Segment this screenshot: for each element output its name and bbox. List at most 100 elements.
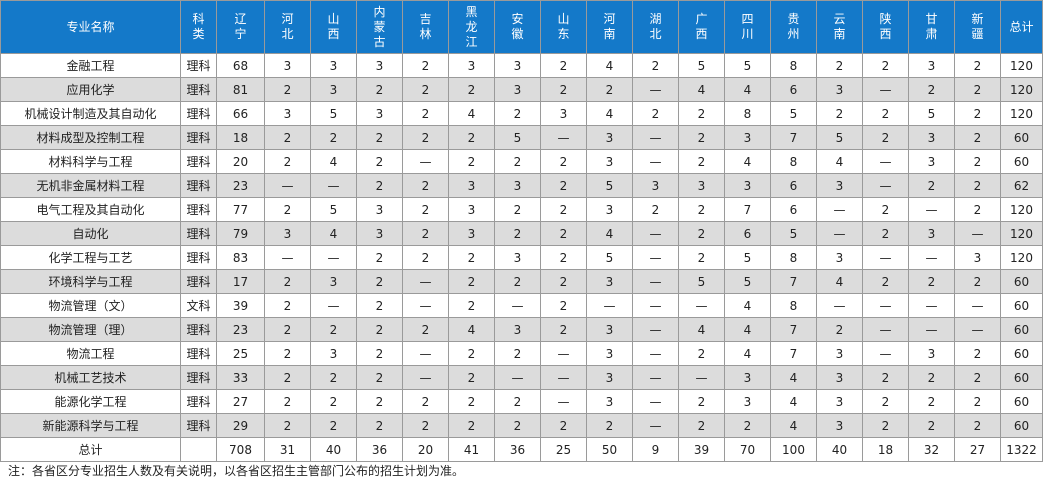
quota-cell: 2 [264, 341, 311, 366]
quota-cell: 2 [494, 197, 541, 222]
quota-cell: 3 [494, 317, 541, 342]
totals-type [180, 437, 217, 462]
header-province-2: 山西 [310, 0, 357, 54]
quota-cell: 3 [586, 365, 633, 390]
row-total: 60 [1000, 413, 1043, 438]
totals-cell: 27 [954, 437, 1001, 462]
quota-cell: 2 [862, 53, 909, 78]
header-province-0: 辽宁 [216, 0, 265, 54]
quota-cell: 2 [540, 413, 587, 438]
subject-type: 理科 [180, 245, 217, 270]
quota-cell: — [494, 365, 541, 390]
quota-cell: 2 [816, 101, 863, 126]
quota-cell: 3 [724, 389, 771, 414]
major-name: 机械设计制造及其自动化 [0, 101, 181, 126]
quota-cell: 3 [494, 77, 541, 102]
quota-cell: 3 [586, 389, 633, 414]
quota-cell: 4 [586, 221, 633, 246]
quota-cell: — [862, 149, 909, 174]
header-province-12-label: 贵州 [787, 12, 800, 41]
quota-cell: 81 [216, 77, 265, 102]
quota-cell: 2 [264, 77, 311, 102]
quota-cell: 4 [724, 293, 771, 318]
quota-cell: 17 [216, 269, 265, 294]
quota-cell: 2 [724, 413, 771, 438]
table-row: 金融工程 理科 68 3 3 3 2 3 3 2 4 2 5 5 8 2 2 3 2 120 [0, 53, 1043, 78]
quota-cell: 2 [908, 77, 955, 102]
quota-cell: 2 [954, 53, 1001, 78]
quota-cell: 3 [678, 173, 725, 198]
row-total: 60 [1000, 125, 1043, 150]
quota-cell: 29 [216, 413, 265, 438]
quota-cell: 2 [494, 341, 541, 366]
quota-cell: 6 [770, 77, 817, 102]
subject-type: 理科 [180, 365, 217, 390]
quota-cell: 2 [540, 269, 587, 294]
quota-cell: 2 [356, 149, 403, 174]
quota-cell: 3 [586, 341, 633, 366]
quota-cell: 2 [816, 317, 863, 342]
quota-cell: 3 [908, 125, 955, 150]
quota-cell: 2 [678, 245, 725, 270]
header-province-4: 吉林 [402, 0, 449, 54]
quota-cell: 2 [310, 365, 357, 390]
quota-cell: 2 [356, 269, 403, 294]
major-name: 能源化学工程 [0, 389, 181, 414]
quota-cell: 77 [216, 197, 265, 222]
quota-cell: 2 [954, 413, 1001, 438]
quota-cell: 2 [954, 149, 1001, 174]
quota-cell: — [908, 197, 955, 222]
quota-cell: 3 [816, 77, 863, 102]
quota-cell: 3 [724, 365, 771, 390]
row-total: 60 [1000, 341, 1043, 366]
quota-cell: 2 [540, 293, 587, 318]
header-province-15: 甘肃 [908, 0, 955, 54]
quota-cell: 2 [954, 365, 1001, 390]
subject-type: 理科 [180, 125, 217, 150]
table-row: 新能源科学与工程 理科 29 2 2 2 2 2 2 2 2—2 2 4 3 2 2 2 60 [0, 413, 1043, 438]
quota-cell: — [402, 293, 449, 318]
totals-cell: 25 [540, 437, 587, 462]
quota-cell: 3 [586, 149, 633, 174]
quota-cell: 2 [310, 317, 357, 342]
quota-cell: 7 [770, 341, 817, 366]
quota-cell: 5 [310, 197, 357, 222]
quota-cell: 4 [724, 341, 771, 366]
major-name: 自动化 [0, 221, 181, 246]
header-province-13: 云南 [816, 0, 863, 54]
quota-cell: 4 [310, 149, 357, 174]
header-province-3-label: 内蒙古 [373, 4, 386, 49]
quota-cell: 3 [356, 197, 403, 222]
quota-cell: 2 [494, 269, 541, 294]
quota-cell: 5 [310, 101, 357, 126]
quota-cell: 2 [264, 149, 311, 174]
quota-cell: 8 [770, 53, 817, 78]
header-province-16: 新疆 [954, 0, 1001, 54]
subject-type: 理科 [180, 77, 217, 102]
subject-type: 文科 [180, 293, 217, 318]
subject-type: 理科 [180, 341, 217, 366]
table-row: 自动化 理科 79 3 4 3 2 3 2 2 4—2 6 5—2 3—120 [0, 221, 1043, 246]
quota-cell: 2 [264, 269, 311, 294]
quota-cell: — [862, 293, 909, 318]
quota-cell: 2 [448, 149, 495, 174]
quota-cell: — [402, 341, 449, 366]
header-province-7-label: 山东 [557, 12, 570, 41]
quota-cell: 2 [356, 413, 403, 438]
quota-cell: 3 [494, 53, 541, 78]
quota-cell: 2 [310, 389, 357, 414]
header-province-0-label: 辽宁 [234, 12, 247, 41]
quota-cell: 2 [402, 77, 449, 102]
subject-type: 理科 [180, 53, 217, 78]
quota-cell: — [908, 293, 955, 318]
quota-cell: 23 [216, 317, 265, 342]
header-province-14: 陕西 [862, 0, 909, 54]
quota-cell: 2 [678, 125, 725, 150]
totals-row: 总计 708 31 40 36 20 41 36 25 50 9 39 70 100 40 18 32 27 132… [0, 437, 1043, 462]
quota-cell: 4 [678, 317, 725, 342]
quota-cell: — [310, 293, 357, 318]
quota-cell: 5 [586, 173, 633, 198]
quota-cell: 2 [356, 341, 403, 366]
quota-cell: 6 [770, 197, 817, 222]
quota-cell: 2 [954, 341, 1001, 366]
